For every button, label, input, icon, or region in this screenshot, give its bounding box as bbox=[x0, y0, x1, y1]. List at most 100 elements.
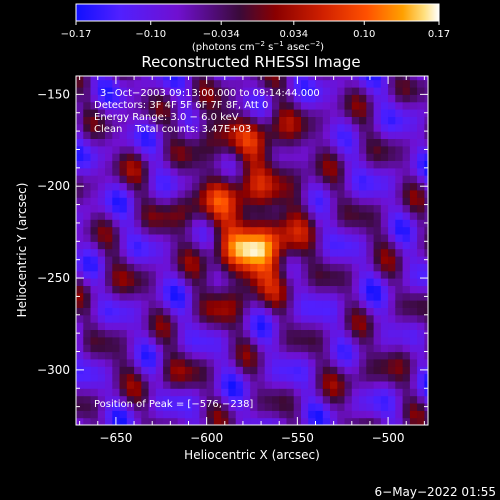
heatmap-cell bbox=[213, 285, 222, 294]
heatmap-cell bbox=[373, 138, 382, 147]
heatmap-cell bbox=[119, 300, 128, 308]
heatmap-cell bbox=[134, 116, 142, 125]
heatmap-cell bbox=[272, 278, 280, 286]
heatmap-cell bbox=[388, 87, 396, 95]
heatmap-cell bbox=[380, 131, 389, 139]
heatmap-cell bbox=[141, 226, 150, 235]
heatmap-cell bbox=[83, 329, 92, 338]
heatmap-cell bbox=[322, 234, 331, 242]
heatmap-cell bbox=[242, 270, 251, 279]
heatmap-cell bbox=[417, 417, 425, 425]
heatmap-cell bbox=[272, 226, 280, 235]
heatmap-cell bbox=[213, 358, 222, 367]
heatmap-cell bbox=[272, 322, 280, 330]
heatmap-cell bbox=[177, 388, 186, 397]
heatmap-cell bbox=[337, 94, 346, 103]
heatmap-cell bbox=[279, 101, 288, 110]
heatmap-cell bbox=[228, 234, 237, 242]
heatmap-cell bbox=[170, 344, 179, 353]
heatmap-cell bbox=[76, 87, 84, 95]
heatmap-cell bbox=[257, 226, 266, 235]
heatmap-cell bbox=[380, 101, 389, 110]
heatmap-cell bbox=[184, 234, 193, 242]
heatmap-cell bbox=[337, 101, 346, 110]
heatmap-cell bbox=[192, 79, 200, 88]
heatmap-cell bbox=[228, 380, 237, 389]
heatmap-cell bbox=[330, 116, 338, 125]
heatmap-cell bbox=[424, 79, 428, 88]
heatmap-cell bbox=[119, 270, 128, 279]
heatmap-cell bbox=[293, 109, 302, 117]
heatmap-cell bbox=[163, 395, 171, 404]
heatmap-cell bbox=[322, 109, 331, 117]
heatmap-cell bbox=[206, 131, 215, 139]
heatmap-cell bbox=[264, 366, 273, 375]
heatmap-cell bbox=[184, 329, 193, 338]
heatmap-cell bbox=[366, 358, 375, 367]
heatmap-cell bbox=[112, 204, 121, 213]
heatmap-cell bbox=[315, 182, 324, 191]
heatmap-cell bbox=[250, 109, 259, 117]
heatmap-cell bbox=[301, 314, 309, 323]
heatmap-cell bbox=[112, 300, 121, 308]
heatmap-cell bbox=[395, 292, 404, 301]
heatmap-cell bbox=[351, 189, 360, 198]
heatmap-cell bbox=[330, 175, 338, 184]
heatmap-cell bbox=[337, 358, 346, 367]
heatmap-cell bbox=[301, 175, 309, 184]
heatmap-cell bbox=[177, 160, 186, 169]
heatmap-cell bbox=[322, 292, 331, 301]
heatmap-cell bbox=[97, 300, 106, 308]
heatmap-cell bbox=[112, 329, 121, 338]
heatmap-cell bbox=[76, 204, 84, 213]
heatmap-cell bbox=[163, 336, 171, 345]
heatmap-cell bbox=[250, 278, 259, 286]
heatmap-cell bbox=[76, 344, 84, 353]
heatmap-cell bbox=[417, 94, 425, 103]
heatmap-cell bbox=[250, 417, 259, 425]
heatmap-cell bbox=[199, 380, 208, 389]
heatmap-cell bbox=[424, 278, 428, 286]
heatmap-cell bbox=[380, 145, 389, 154]
heatmap-cell bbox=[199, 234, 208, 242]
heatmap-cell bbox=[192, 234, 200, 242]
heatmap-cell bbox=[286, 263, 295, 272]
colorbar-ticks: −0.17 −0.10 −0.034 0.034 0.10 0.17 bbox=[61, 21, 450, 40]
heatmap-cell bbox=[213, 373, 222, 382]
heatmap-cell bbox=[417, 145, 425, 154]
heatmap-cell bbox=[90, 153, 99, 161]
heatmap-cell bbox=[330, 153, 338, 161]
heatmap-cell bbox=[177, 197, 186, 206]
heatmap-cell bbox=[257, 300, 266, 308]
heatmap-cell bbox=[308, 336, 317, 345]
heatmap-cell bbox=[409, 241, 418, 250]
heatmap-cell bbox=[134, 300, 142, 308]
heatmap-cell bbox=[250, 123, 259, 132]
heatmap-cell bbox=[272, 373, 280, 382]
heatmap-cell bbox=[105, 373, 113, 382]
heatmap-cell bbox=[395, 248, 404, 257]
heatmap-cell bbox=[373, 380, 382, 389]
heatmap-cell bbox=[424, 307, 428, 316]
heatmap-cell bbox=[112, 358, 121, 367]
heatmap-cell bbox=[134, 285, 142, 294]
heatmap-cell bbox=[177, 395, 186, 404]
heatmap-cell bbox=[126, 175, 135, 184]
heatmap-cell bbox=[206, 234, 215, 242]
heatmap-cell bbox=[330, 138, 338, 147]
heatmap-cell bbox=[76, 314, 84, 323]
heatmap-cell bbox=[308, 278, 317, 286]
heatmap-cell bbox=[351, 226, 360, 235]
heatmap-cell bbox=[112, 123, 121, 132]
heatmap-cell bbox=[184, 167, 193, 176]
heatmap-cell bbox=[228, 351, 237, 360]
heatmap-cell bbox=[315, 234, 324, 242]
heatmap-cell bbox=[373, 211, 382, 220]
heatmap-cell bbox=[337, 167, 346, 176]
heatmap-cell bbox=[373, 358, 382, 367]
heatmap-cell bbox=[359, 278, 367, 286]
heatmap-cell bbox=[308, 211, 317, 220]
heatmap-cell bbox=[213, 234, 222, 242]
heatmap-cell bbox=[221, 87, 230, 95]
heatmap-cell bbox=[235, 366, 244, 375]
